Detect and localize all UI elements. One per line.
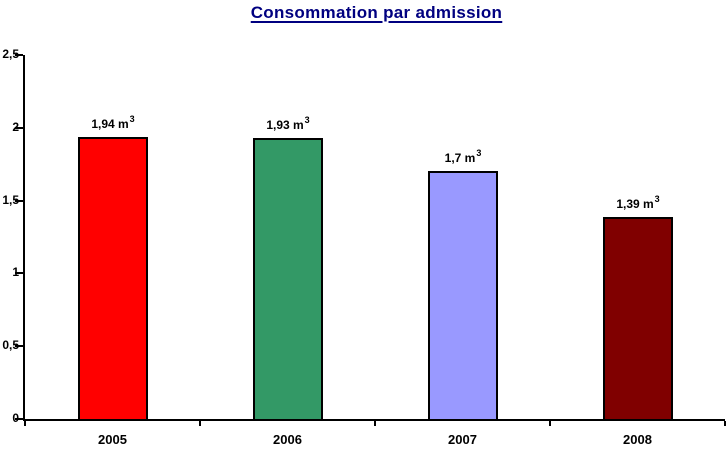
- bar-value-label: 1,39 m3: [616, 193, 660, 211]
- bar-value-exponent: 3: [654, 193, 660, 204]
- bar-value-label: 1,93 m3: [266, 115, 310, 132]
- y-axis-tick-label: 0: [12, 411, 19, 425]
- y-axis-tick: [15, 345, 23, 348]
- y-axis-tick-label: 2,5: [2, 47, 19, 61]
- x-axis-tick: [724, 421, 726, 426]
- chart-title: Consommation par admission: [250, 3, 503, 22]
- bar-value-label: 1,94 m3: [91, 113, 135, 131]
- y-axis-tick-label: 1,5: [2, 192, 19, 207]
- y-axis-tick: [15, 272, 23, 275]
- bar: [77, 136, 148, 419]
- x-axis-category-label: 2008: [623, 432, 652, 447]
- y-axis-tick: [15, 126, 23, 129]
- x-axis-tick: [549, 421, 551, 426]
- x-axis-category-label: 2005: [98, 432, 127, 447]
- x-axis-tick: [374, 421, 376, 426]
- y-axis-tick-label: 0,5: [2, 338, 19, 353]
- y-axis-tick-label: 2: [12, 119, 19, 134]
- bar-value-exponent: 3: [129, 113, 135, 124]
- x-axis-category-label: 2007: [448, 432, 477, 447]
- bar-value-label: 1,7 m3: [444, 148, 482, 166]
- x-axis-category-label: 2006: [273, 432, 302, 447]
- bar-value-exponent: 3: [476, 148, 482, 159]
- y-axis-tick: [15, 418, 23, 420]
- bar-value-exponent: 3: [304, 115, 310, 125]
- y-axis-tick-label: 1: [12, 265, 19, 280]
- x-axis-tick: [24, 421, 26, 426]
- y-axis-tick: [15, 54, 23, 56]
- bar: [427, 171, 498, 419]
- x-axis-tick: [199, 421, 201, 426]
- y-axis-tick: [15, 199, 23, 202]
- plot-area: 0 0,5 1 1,5 2 2,5 1,94 m3 2005 1,93 m3 2006 1,7 m3…: [2, 47, 726, 447]
- bar: [602, 216, 673, 419]
- bar: [252, 138, 323, 419]
